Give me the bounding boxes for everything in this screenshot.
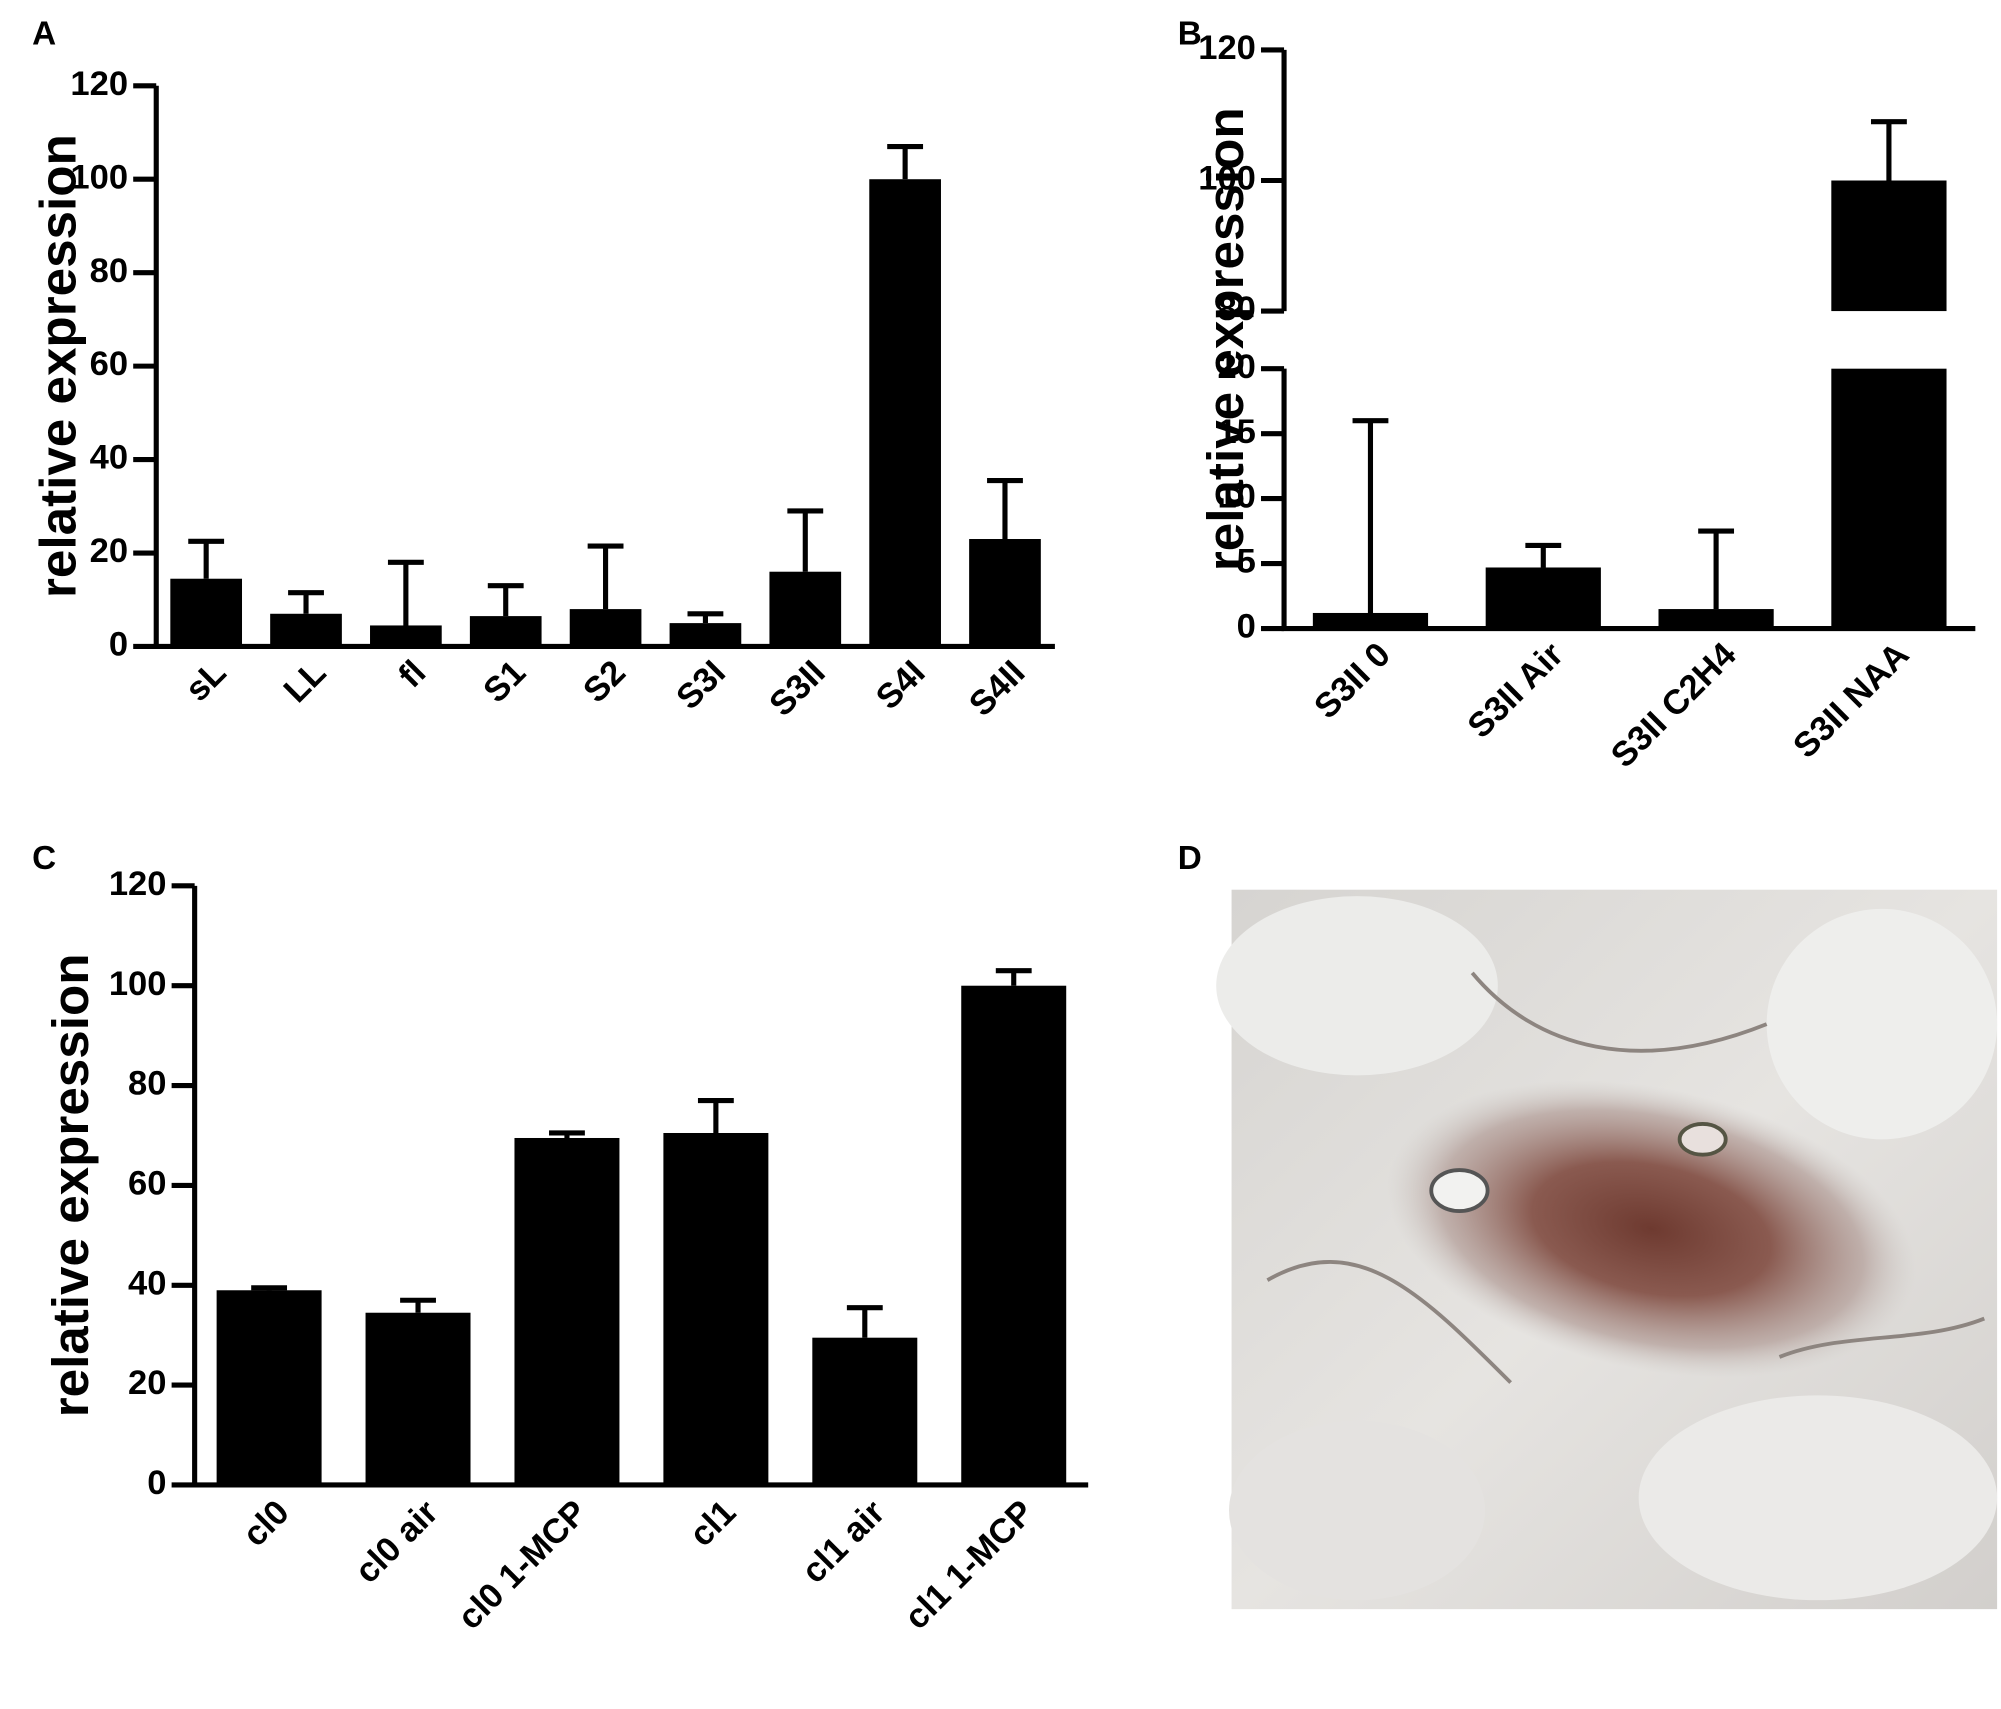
x-tick-label: cl1 air bbox=[795, 1493, 893, 1591]
y-tick-label: 40 bbox=[128, 1264, 166, 1302]
x-tick-label: cl1 bbox=[683, 1493, 744, 1554]
y-tick-label: 20 bbox=[128, 1364, 166, 1402]
x-tick-label: S4I bbox=[869, 653, 933, 717]
y-tick-label: 120 bbox=[109, 865, 167, 903]
bar bbox=[961, 985, 1067, 1485]
y-tick-label: 5 bbox=[1237, 543, 1256, 581]
panel-label: B bbox=[1178, 16, 1202, 53]
bar bbox=[1658, 609, 1774, 629]
y-axis-label: relative expression bbox=[1197, 107, 1254, 571]
y-tick-label: 60 bbox=[128, 1165, 166, 1203]
cell bbox=[1766, 908, 1998, 1140]
y-tick-label: 20 bbox=[90, 532, 128, 570]
x-tick-label: S3II bbox=[762, 653, 832, 723]
x-tick-label: cl0 1-MCP bbox=[451, 1493, 595, 1637]
y-tick-label: 40 bbox=[90, 439, 128, 477]
y-tick-label: 0 bbox=[109, 626, 128, 664]
y-tick-label: 80 bbox=[90, 252, 128, 290]
y-tick-label: 15 bbox=[1217, 413, 1255, 451]
y-tick-label: 60 bbox=[90, 345, 128, 383]
bar bbox=[1485, 567, 1601, 629]
y-tick-label: 120 bbox=[1198, 29, 1256, 67]
x-tick-label: LL bbox=[277, 653, 334, 710]
x-tick-label: S3II NAA bbox=[1786, 636, 1916, 766]
bar bbox=[270, 613, 342, 647]
y-tick-label: 0 bbox=[1237, 608, 1256, 646]
panel-label: D bbox=[1178, 840, 1202, 877]
x-tick-label: S1 bbox=[476, 653, 533, 710]
y-tick-label: 10 bbox=[1217, 478, 1255, 516]
x-tick-label: S2 bbox=[576, 653, 633, 710]
micrograph bbox=[1216, 889, 1998, 1610]
panel-label: C bbox=[32, 840, 56, 877]
y-tick-label: 20 bbox=[1217, 348, 1255, 386]
bar bbox=[1831, 180, 1947, 312]
cell bbox=[1429, 1168, 1490, 1213]
y-tick-label: 120 bbox=[70, 65, 128, 103]
panel-label: A bbox=[32, 16, 56, 53]
x-tick-label: fl bbox=[392, 653, 434, 695]
bar bbox=[1831, 368, 1947, 629]
bar bbox=[812, 1337, 918, 1485]
bar bbox=[669, 623, 742, 647]
bar bbox=[370, 625, 442, 647]
bar bbox=[170, 578, 243, 647]
x-tick-label: S3I bbox=[669, 653, 733, 717]
x-tick-label: cl0 air bbox=[348, 1493, 446, 1591]
bar bbox=[663, 1132, 769, 1485]
y-axis-label: relative expression bbox=[29, 134, 86, 598]
cell bbox=[1216, 896, 1498, 1076]
bar bbox=[1312, 612, 1429, 629]
bar bbox=[769, 571, 842, 647]
y-tick-label: 0 bbox=[147, 1464, 166, 1502]
x-tick-label: S3II 0 bbox=[1307, 636, 1398, 727]
bar bbox=[969, 539, 1041, 647]
y-axis-label: relative expression bbox=[42, 954, 99, 1418]
cell bbox=[1677, 1122, 1728, 1157]
x-tick-label: S4II bbox=[962, 653, 1032, 723]
x-tick-label: S3II Air bbox=[1461, 636, 1571, 746]
bar bbox=[869, 179, 941, 647]
x-tick-label: sL bbox=[178, 653, 233, 708]
x-tick-label: S3II C2H4 bbox=[1604, 635, 1744, 775]
cell-wall bbox=[1266, 971, 1986, 1384]
y-tick-label: 80 bbox=[1217, 290, 1255, 328]
bar bbox=[569, 609, 642, 647]
bar bbox=[365, 1312, 471, 1485]
bar bbox=[469, 616, 542, 647]
bar bbox=[216, 1290, 322, 1485]
cell bbox=[1638, 1395, 1998, 1601]
stain bbox=[1386, 1080, 1917, 1378]
cell bbox=[1229, 1420, 1486, 1601]
y-tick-label: 100 bbox=[109, 965, 167, 1003]
y-tick-label: 100 bbox=[70, 158, 128, 196]
bar bbox=[514, 1137, 620, 1485]
y-tick-label: 100 bbox=[1198, 160, 1256, 198]
x-tick-label: cl1 1-MCP bbox=[898, 1493, 1042, 1637]
x-tick-label: cl0 bbox=[236, 1493, 297, 1554]
y-tick-label: 80 bbox=[128, 1065, 166, 1103]
